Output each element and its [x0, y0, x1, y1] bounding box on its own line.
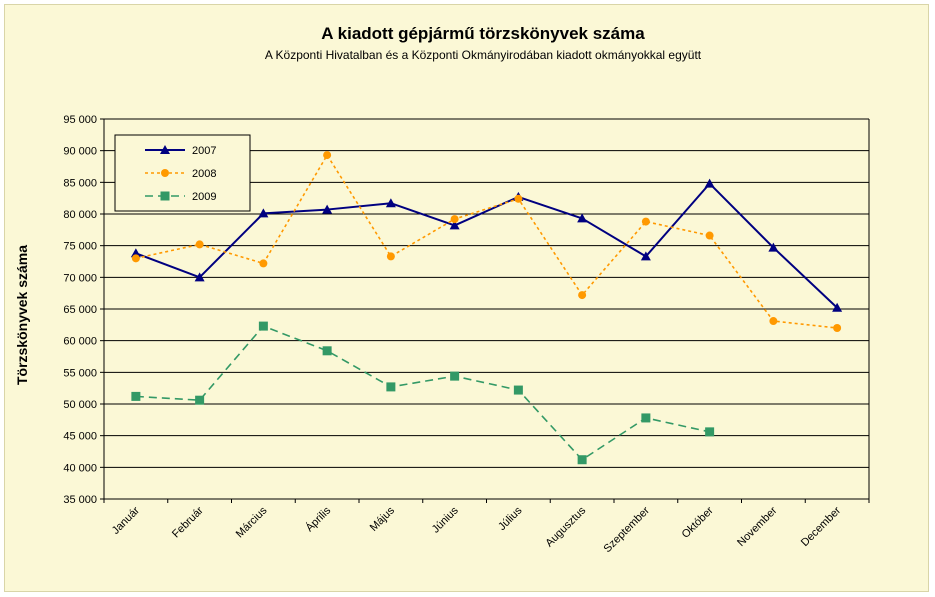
legend-label-2008: 2008 — [192, 168, 216, 180]
data-point-2009 — [450, 371, 460, 381]
chart-svg: A kiadott gépjármű törzskönyvek száma A … — [14, 24, 870, 555]
x-tick-label: Június — [430, 504, 461, 535]
data-point-2007 — [449, 220, 460, 230]
x-tick-label: Május — [368, 504, 398, 534]
x-tick-label: Április — [303, 504, 334, 535]
series-line-2009 — [135, 325, 710, 461]
y-tick-label: 40 000 — [63, 462, 97, 474]
data-point-2007 — [768, 242, 779, 252]
y-tick-label: 95 000 — [63, 114, 97, 126]
data-point-2007 — [130, 248, 141, 258]
data-point-2009 — [195, 395, 205, 405]
data-point-2008 — [705, 231, 714, 240]
chart-frame: A kiadott gépjármű törzskönyvek száma A … — [4, 4, 929, 592]
data-point-2008 — [323, 151, 332, 160]
x-tick-label: Szeptember — [602, 504, 653, 555]
x-tick-label: Február — [170, 504, 206, 540]
x-tick-label: Augusztus — [543, 504, 588, 549]
y-tick-label: 45 000 — [63, 431, 97, 443]
series-line-2007 — [135, 182, 838, 309]
data-point-2008 — [514, 194, 523, 203]
y-tick-label: 50 000 — [63, 399, 97, 411]
data-point-2009 — [641, 413, 651, 423]
y-tick-label: 65 000 — [63, 304, 97, 316]
y-tick-label: 80 000 — [63, 209, 97, 221]
data-point-2007 — [385, 198, 396, 208]
data-point-2009 — [513, 385, 523, 395]
chart-title: A kiadott gépjármű törzskönyvek száma — [321, 24, 645, 43]
legend-label-2009: 2009 — [192, 191, 216, 203]
data-point-2009 — [705, 427, 715, 437]
data-point-2009 — [322, 346, 332, 356]
data-point-2007 — [322, 204, 333, 214]
data-point-2007 — [832, 302, 843, 312]
legend: 2007 2008 2009 — [114, 134, 251, 212]
legend-marker-2009 — [160, 191, 170, 201]
data-point-2007 — [577, 213, 588, 223]
data-point-2008 — [131, 254, 140, 263]
y-tick-label: 60 000 — [63, 336, 97, 348]
data-point-2009 — [577, 455, 587, 465]
data-point-2008 — [386, 252, 395, 261]
data-point-2008 — [450, 215, 459, 224]
data-point-2007 — [194, 272, 205, 282]
legend-marker-2007 — [160, 145, 170, 154]
x-tick-label: November — [735, 504, 780, 549]
data-point-2008 — [833, 324, 842, 332]
y-tick-label: 75 000 — [63, 241, 97, 253]
chart-subtitle: A Központi Hivatalban és a Központi Okmá… — [265, 48, 702, 62]
legend-label-2007: 2007 — [192, 145, 216, 157]
x-tick-label: December — [799, 504, 844, 549]
data-point-2008 — [769, 317, 778, 326]
y-tick-label: 35 000 — [63, 494, 97, 506]
x-tick-label: Július — [496, 504, 525, 533]
data-point-2009 — [131, 391, 141, 401]
x-tick-label: Október — [680, 504, 716, 540]
legend-marker-2008 — [161, 169, 169, 177]
x-tick-label: Március — [234, 504, 270, 540]
data-point-2008 — [195, 240, 204, 249]
data-point-2008 — [641, 217, 650, 226]
data-point-2009 — [258, 321, 268, 331]
y-tick-label: 70 000 — [63, 272, 97, 284]
y-tick-label: 85 000 — [63, 177, 97, 189]
data-point-2007 — [258, 208, 269, 218]
series-line-2008 — [135, 154, 838, 329]
y-axis-label: Törzskönyvek száma — [14, 245, 30, 385]
data-point-2009 — [386, 382, 396, 392]
data-point-2007 — [704, 178, 715, 188]
data-point-2008 — [259, 259, 268, 268]
x-tick-label: Január — [110, 504, 143, 537]
data-point-2008 — [578, 291, 587, 300]
data-point-2007 — [640, 251, 651, 261]
y-tick-label: 90 000 — [63, 146, 97, 158]
y-tick-label: 55 000 — [63, 367, 97, 379]
